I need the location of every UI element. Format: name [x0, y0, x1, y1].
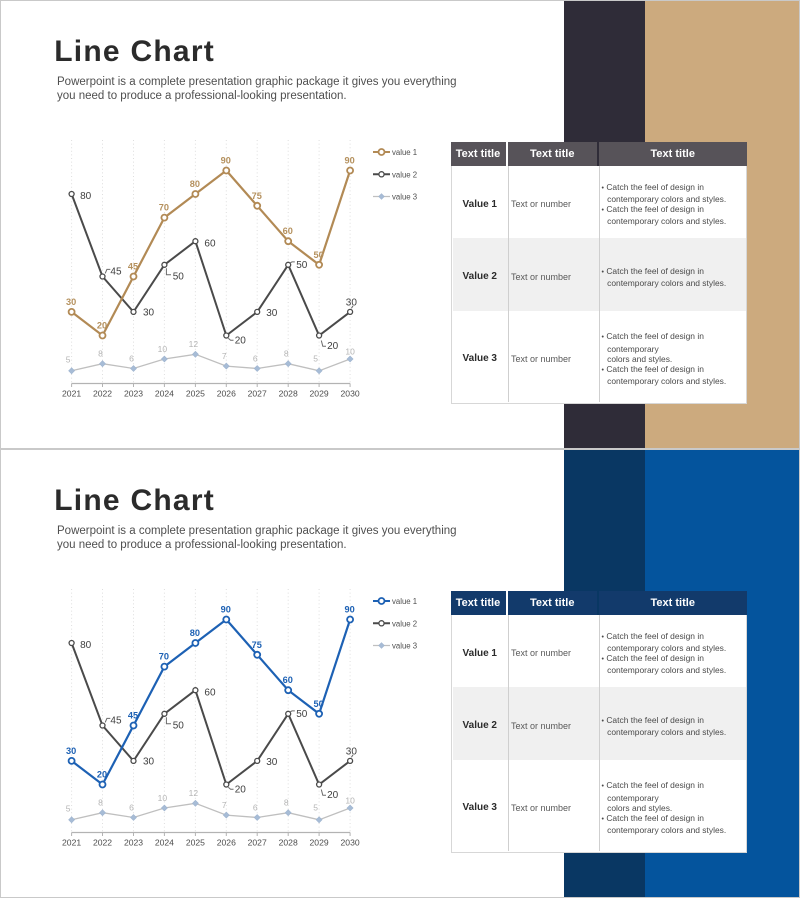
svg-text:30: 30 [346, 747, 358, 758]
svg-text:45: 45 [128, 262, 138, 272]
svg-text:60: 60 [283, 675, 293, 685]
svg-text:70: 70 [159, 652, 169, 662]
svg-text:value 3: value 3 [392, 193, 417, 202]
svg-text:30: 30 [66, 297, 76, 307]
svg-text:2028: 2028 [279, 389, 298, 399]
svg-text:75: 75 [252, 191, 262, 201]
svg-text:7: 7 [222, 800, 227, 810]
svg-text:20: 20 [235, 785, 247, 796]
svg-text:10: 10 [158, 344, 168, 354]
svg-text:7: 7 [222, 351, 227, 361]
svg-text:50: 50 [296, 260, 308, 271]
svg-text:80: 80 [190, 179, 200, 189]
svg-text:50: 50 [313, 250, 323, 260]
svg-text:5: 5 [313, 353, 318, 363]
svg-text:2029: 2029 [310, 389, 329, 399]
svg-text:20: 20 [97, 321, 107, 331]
svg-text:90: 90 [344, 156, 354, 166]
svg-text:20: 20 [235, 336, 247, 347]
svg-text:8: 8 [98, 349, 103, 359]
svg-text:2021: 2021 [62, 838, 81, 848]
svg-text:80: 80 [80, 640, 92, 651]
svg-text:10: 10 [158, 793, 168, 803]
svg-text:5: 5 [66, 354, 71, 364]
svg-text:2025: 2025 [186, 389, 205, 399]
svg-text:2030: 2030 [341, 389, 360, 399]
svg-text:2022: 2022 [93, 389, 112, 399]
svg-text:30: 30 [266, 757, 278, 768]
svg-text:50: 50 [313, 699, 323, 709]
svg-text:45: 45 [128, 711, 138, 721]
svg-text:30: 30 [143, 756, 155, 767]
svg-text:20: 20 [97, 770, 107, 780]
svg-text:12: 12 [189, 339, 199, 349]
svg-text:2025: 2025 [186, 838, 205, 848]
svg-text:20: 20 [327, 790, 339, 801]
svg-text:value 1: value 1 [392, 148, 417, 157]
svg-text:5: 5 [313, 802, 318, 812]
svg-text:30: 30 [143, 307, 155, 318]
svg-text:90: 90 [221, 156, 231, 166]
svg-text:50: 50 [173, 271, 185, 282]
svg-text:30: 30 [266, 308, 278, 319]
svg-text:80: 80 [80, 191, 92, 202]
svg-text:2024: 2024 [155, 389, 174, 399]
svg-text:2023: 2023 [124, 389, 143, 399]
svg-text:2021: 2021 [62, 389, 81, 399]
svg-text:value 2: value 2 [392, 619, 417, 628]
svg-text:90: 90 [344, 605, 354, 615]
svg-text:6: 6 [253, 353, 258, 363]
svg-text:2027: 2027 [248, 838, 267, 848]
svg-text:6: 6 [129, 802, 134, 812]
svg-text:2029: 2029 [310, 838, 329, 848]
svg-text:2024: 2024 [155, 838, 174, 848]
svg-text:2028: 2028 [279, 838, 298, 848]
svg-text:value 3: value 3 [392, 642, 417, 651]
svg-text:2027: 2027 [248, 389, 267, 399]
svg-text:2022: 2022 [93, 838, 112, 848]
svg-text:50: 50 [173, 720, 185, 731]
svg-text:10: 10 [345, 346, 355, 356]
svg-text:50: 50 [296, 709, 308, 720]
svg-text:5: 5 [66, 803, 71, 813]
svg-text:70: 70 [159, 203, 169, 213]
svg-text:8: 8 [284, 798, 289, 808]
svg-text:8: 8 [284, 349, 289, 359]
svg-text:6: 6 [253, 802, 258, 812]
svg-text:10: 10 [345, 795, 355, 805]
svg-text:20: 20 [327, 341, 339, 352]
svg-text:2030: 2030 [341, 838, 360, 848]
svg-text:45: 45 [110, 267, 122, 278]
svg-text:value 2: value 2 [392, 170, 417, 179]
svg-text:8: 8 [98, 798, 103, 808]
svg-text:60: 60 [204, 238, 216, 249]
svg-text:2026: 2026 [217, 389, 236, 399]
svg-text:30: 30 [66, 746, 76, 756]
svg-text:90: 90 [221, 605, 231, 615]
svg-text:value 1: value 1 [392, 597, 417, 606]
svg-text:45: 45 [110, 716, 122, 727]
svg-text:6: 6 [129, 353, 134, 363]
svg-text:2026: 2026 [217, 838, 236, 848]
svg-text:30: 30 [346, 298, 358, 309]
svg-text:12: 12 [189, 788, 199, 798]
svg-text:2023: 2023 [124, 838, 143, 848]
svg-text:60: 60 [283, 226, 293, 236]
svg-text:75: 75 [252, 640, 262, 650]
svg-text:80: 80 [190, 628, 200, 638]
svg-text:60: 60 [204, 687, 216, 698]
